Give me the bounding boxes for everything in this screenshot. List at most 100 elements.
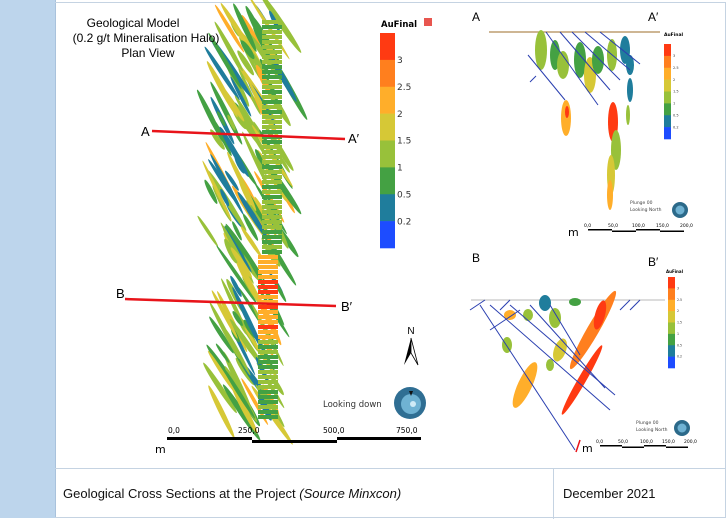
orebody-lens	[227, 114, 236, 131]
orebody-core-block	[262, 200, 282, 204]
drillhole-trace	[571, 31, 621, 81]
scale-segment	[644, 445, 666, 447]
section-orebody-lens	[592, 46, 604, 74]
scale-segment	[588, 229, 612, 231]
orebody-lens	[255, 149, 265, 167]
legend-swatch	[664, 127, 671, 140]
orebody-lens	[208, 385, 235, 439]
section-a-globe-inner	[675, 205, 685, 215]
section-b-end-label: B′	[341, 299, 353, 314]
orebody-core-block	[258, 385, 278, 389]
scale-segment	[636, 229, 660, 231]
orebody-core-block	[262, 125, 282, 129]
legend-swatch	[664, 79, 671, 92]
section-orebody-lens	[626, 55, 634, 75]
section-orebody-lens	[569, 298, 581, 306]
orebody-lens	[229, 318, 265, 370]
plan-scale-tick-1: 250,0	[238, 426, 260, 435]
legend-close-icon[interactable]	[424, 18, 432, 26]
color-legend: 3 2.5 2 1.5 1 0.5 0.2	[380, 33, 411, 249]
orebody-lens	[240, 226, 262, 258]
legend-swatch	[668, 333, 675, 346]
drillhole-trace	[584, 31, 631, 71]
scale-tick-label: 100,0	[640, 439, 653, 445]
legend-swatch	[664, 44, 671, 57]
orebody-lens	[197, 215, 219, 247]
orebody-core-block	[262, 115, 282, 119]
orebody-lens	[220, 3, 255, 56]
legend-label: 3	[673, 54, 675, 58]
orebody-lens	[203, 362, 237, 414]
orebody-lens	[223, 367, 256, 419]
section-orebody-lens	[535, 30, 547, 70]
section-b-legend: 3 2.5 2 1.5 1 0.5 0.2	[668, 277, 682, 369]
orebody-lens	[219, 126, 249, 177]
orebody-core-block	[258, 395, 278, 399]
orebody-core-block	[258, 255, 278, 259]
orebody-core-block	[258, 405, 278, 409]
plan-title-line-2: (0.2 g/t Mineralisation Halo)	[73, 31, 220, 45]
legend-swatch	[668, 345, 675, 357]
orebody-core-block	[258, 265, 278, 269]
drillhole-trace	[529, 304, 606, 389]
scale-segment	[660, 230, 684, 232]
legend-label: 1.5	[677, 321, 682, 325]
orebody-lens	[238, 180, 252, 206]
section-a-end-label: A′	[348, 131, 360, 146]
legend-swatch	[380, 59, 395, 88]
orebody-core-block	[262, 225, 282, 229]
orebody-core-block	[262, 85, 282, 89]
section-orebody-lens	[565, 106, 569, 118]
section-b-panel: B B′ AuFinal 3 2.5 2 1.5 1 0.5 0.2 Plunge 00 L…	[469, 251, 697, 455]
legend-swatch	[380, 167, 395, 195]
section-orebody-lens	[512, 362, 538, 408]
drillhole-trace	[489, 309, 521, 331]
plan-scale-bar	[167, 437, 421, 443]
orebody-core-block	[262, 210, 282, 214]
orebody-lens	[207, 350, 236, 393]
orebody-lens	[269, 374, 284, 396]
section-line-a	[151, 129, 346, 141]
legend-label: 1.5	[673, 90, 679, 94]
orebody-core-block	[262, 175, 282, 179]
orebody-lens	[222, 384, 261, 441]
plan-title-line-1: Geological Model	[87, 16, 180, 30]
section-b-scale-unit: m	[582, 442, 593, 455]
orebody-core-block	[262, 70, 282, 74]
orebody-core-block	[258, 355, 278, 359]
orebody-core-block	[262, 45, 282, 49]
orebody-core-block	[258, 285, 278, 289]
section-a-start-label: A	[141, 124, 150, 139]
orebody-core-block	[262, 190, 282, 194]
legend-label: 2.5	[677, 298, 682, 302]
orebody-core-block	[262, 55, 282, 59]
drillhole-trace	[489, 304, 611, 411]
caption-row: Geological Cross Sections at the Project…	[55, 468, 726, 519]
section-b-panel-start: B	[472, 251, 480, 265]
scale-tick-label: 0,0	[584, 223, 591, 229]
orebody-lens	[206, 61, 238, 118]
section-orebody-lens	[523, 309, 533, 321]
orebody-lens	[220, 188, 230, 207]
legend-swatch	[380, 140, 395, 168]
orebody-lens	[232, 311, 243, 326]
orebody-core-block	[262, 195, 282, 199]
legend-swatch	[664, 55, 671, 69]
orebody-core-block	[262, 170, 282, 174]
orebody-lens	[208, 32, 242, 90]
orebody-core-block	[262, 140, 282, 144]
section-b-marker	[575, 439, 581, 453]
drillhole-trace	[479, 304, 576, 451]
drillhole-trace	[559, 31, 611, 91]
plan-scale-tick-3: 750,0	[396, 426, 418, 435]
section-a-looking: Looking North	[630, 207, 662, 213]
orebody-core-block	[262, 160, 282, 164]
orebody-core-block	[262, 130, 282, 134]
section-a-orebody	[527, 30, 641, 210]
orebody-core-block	[258, 260, 278, 264]
legend-label: 2	[397, 110, 403, 120]
orebody-core-block	[262, 65, 282, 69]
orebody-core-block	[262, 105, 282, 109]
orebody-lens	[210, 153, 244, 215]
drillhole-trace	[469, 299, 486, 311]
